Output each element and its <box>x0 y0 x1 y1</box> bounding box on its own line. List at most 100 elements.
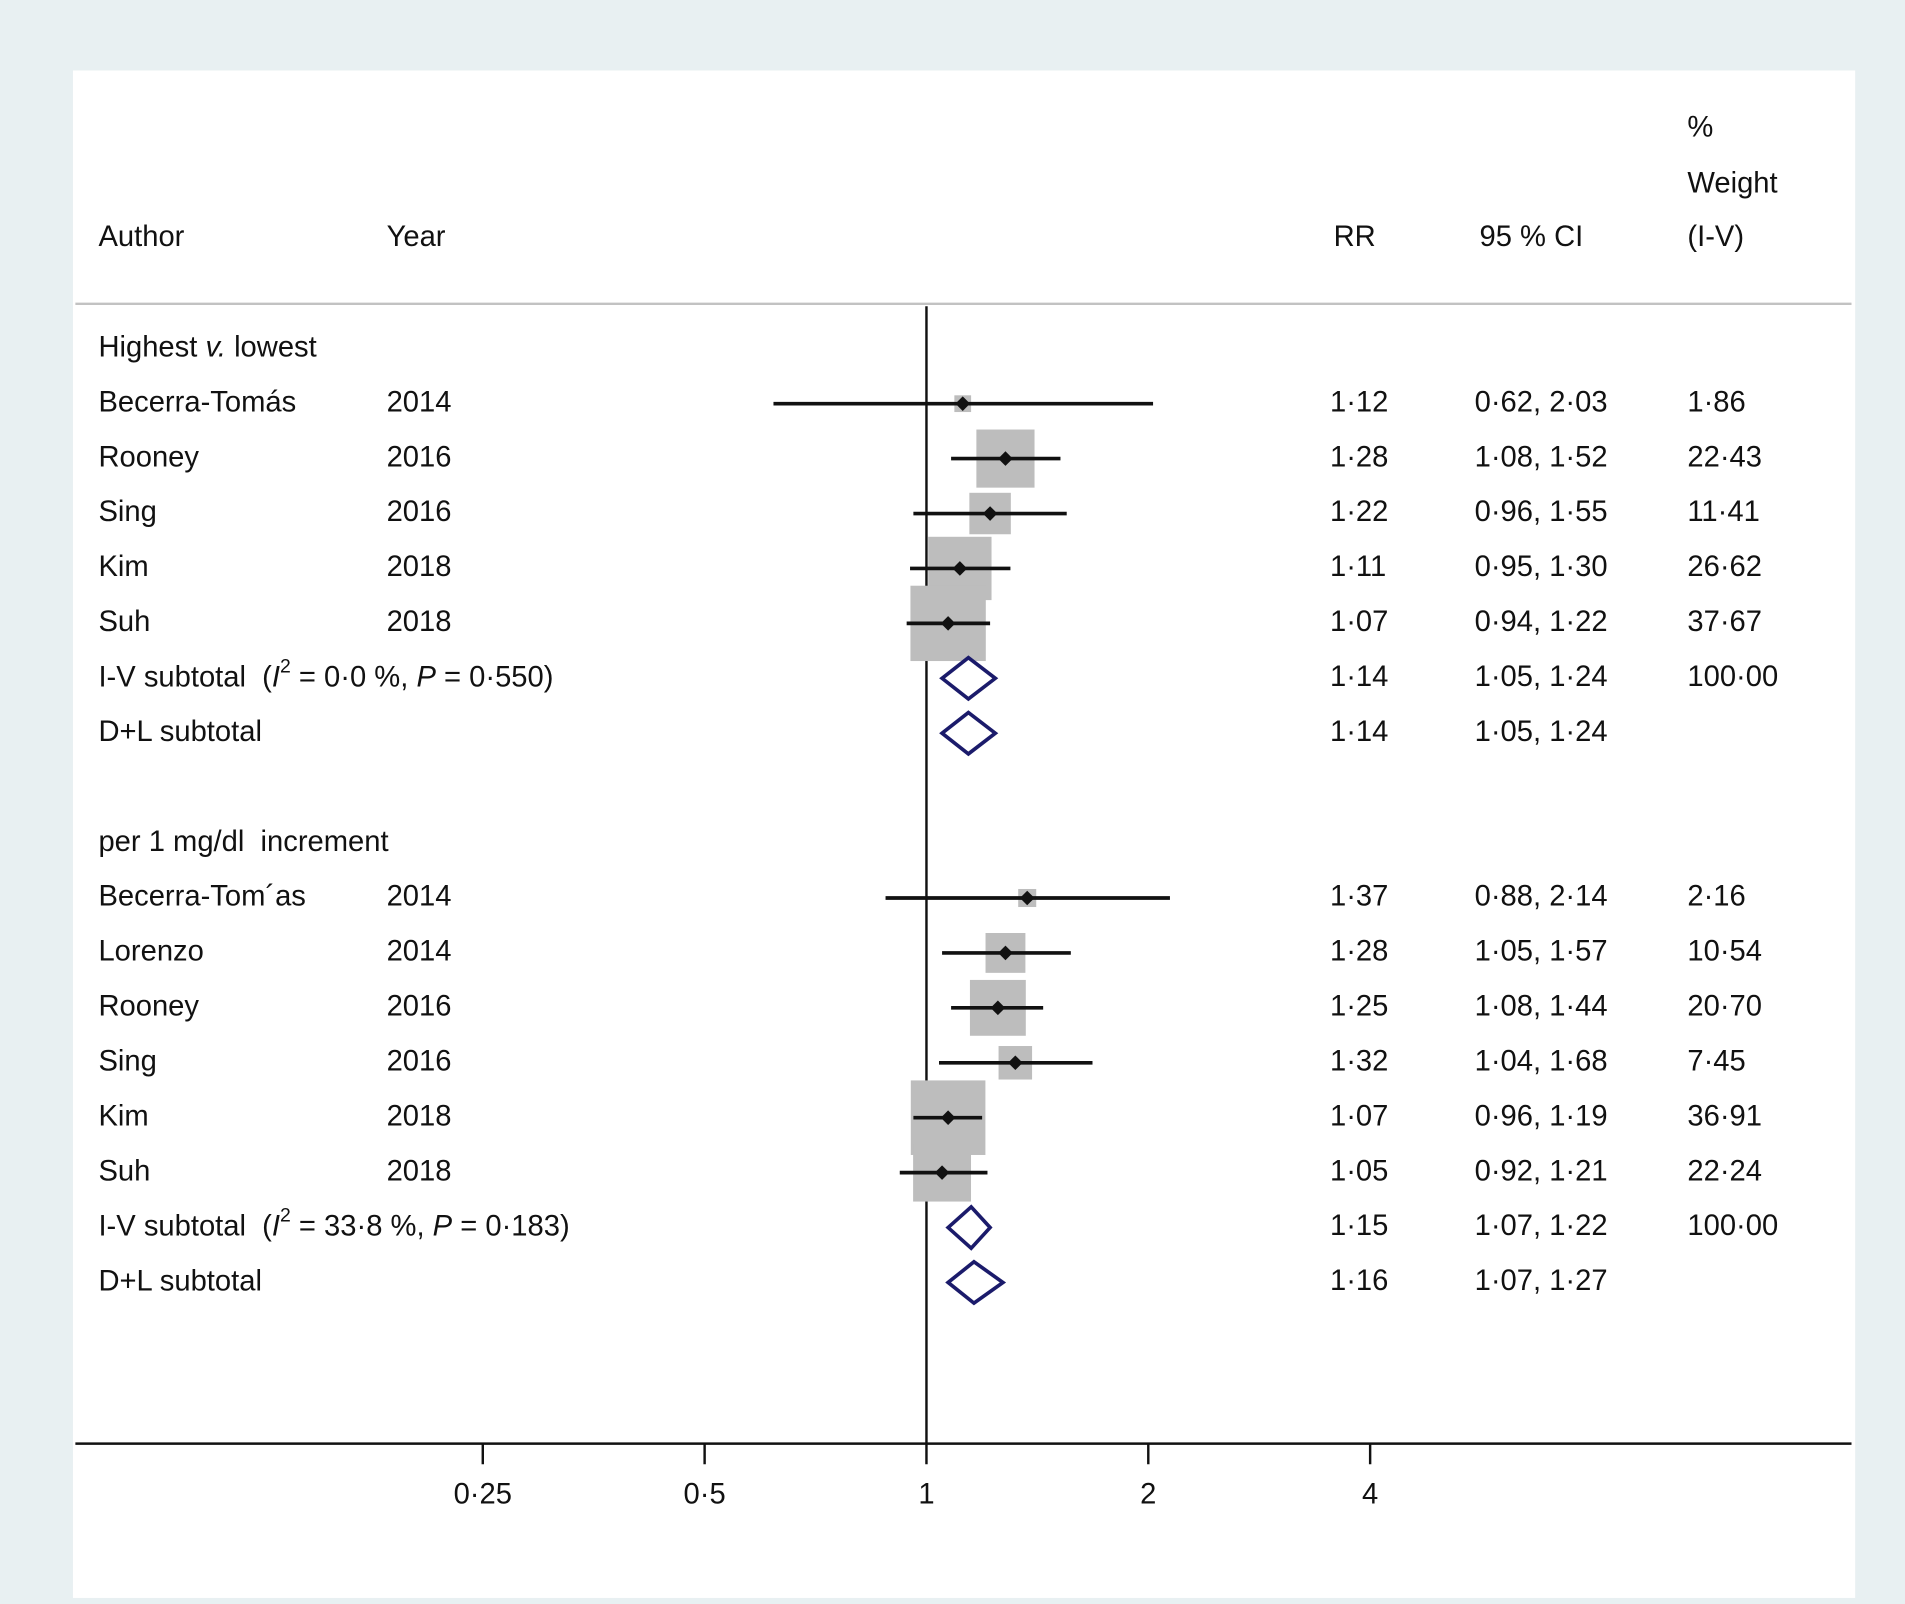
ci-label: 1·05, 1·24 <box>1475 661 1608 693</box>
rr-label: 1·16 <box>1330 1265 1388 1297</box>
year: 2018 <box>387 606 452 638</box>
rr-label: 1·28 <box>1330 936 1388 968</box>
ci-label: 0·62, 2·03 <box>1475 386 1608 418</box>
label-part: I <box>272 1210 280 1242</box>
weight-label: 2·16 <box>1687 881 1745 913</box>
rr-label: 1·11 <box>1330 551 1386 583</box>
rr-label: 1·14 <box>1330 661 1388 693</box>
weight-label: 10·54 <box>1687 936 1762 968</box>
rr-label: 1·14 <box>1330 716 1388 748</box>
weight-label: 20·70 <box>1687 991 1762 1023</box>
author: Sing <box>98 1045 156 1077</box>
subtotal-diamond <box>945 1204 993 1251</box>
label-part: = 33·8 %, <box>291 1210 433 1242</box>
header-weight: % <box>1687 112 1713 144</box>
row-label: I-V subtotal (I2 = 0·0 %, P = 0·550) <box>98 655 553 693</box>
rr-label: 1·07 <box>1330 606 1388 638</box>
label-part: I <box>272 661 280 693</box>
year: 2018 <box>387 1100 452 1132</box>
weight-label: 37·67 <box>1687 606 1762 638</box>
weight-label: 36·91 <box>1687 1100 1762 1132</box>
row-label: D+L subtotal <box>98 716 261 748</box>
point-estimate <box>940 1110 956 1125</box>
x-tick-label: 1 <box>918 1479 934 1511</box>
point-estimate <box>1019 890 1035 906</box>
row-label: D+L subtotal <box>98 1265 261 1297</box>
rr-label: 1·07 <box>1330 1100 1388 1132</box>
weight-label: 22·24 <box>1687 1155 1762 1187</box>
year: 2016 <box>387 1045 452 1077</box>
weight-label: 100·00 <box>1687 1210 1778 1242</box>
plot-background <box>72 70 1856 1598</box>
ci-label: 1·04, 1·68 <box>1475 1045 1608 1077</box>
label-part: D+L subtotal <box>98 716 261 748</box>
row-label: per 1 mg/dl increment <box>98 826 388 858</box>
label-part: I-V subtotal ( <box>98 661 272 693</box>
ci-label: 1·07, 1·22 <box>1475 1210 1608 1242</box>
point-estimate <box>940 616 956 631</box>
ci-label: 1·05, 1·57 <box>1475 936 1608 968</box>
label-part: 2 <box>280 655 291 677</box>
rr-label: 1·05 <box>1330 1155 1388 1187</box>
rr-label: 1·32 <box>1330 1045 1388 1077</box>
author: Rooney <box>98 441 199 473</box>
row-label: I-V subtotal (I2 = 33·8 %, P = 0·183) <box>98 1205 569 1243</box>
label-part: D+L subtotal <box>98 1265 261 1297</box>
ci-label: 0·95, 1·30 <box>1475 551 1608 583</box>
point-estimate <box>952 561 968 576</box>
year: 2016 <box>387 496 452 528</box>
year: 2018 <box>387 1155 452 1187</box>
subtotal-diamond <box>939 710 999 757</box>
label-part: lowest <box>226 331 317 363</box>
weight-label: 11·41 <box>1687 496 1759 528</box>
label-part: = 0·550) <box>436 661 554 693</box>
point-estimate <box>990 1000 1006 1016</box>
weight-label: 22·43 <box>1687 441 1762 473</box>
weight-label: 100·00 <box>1687 661 1778 693</box>
rr-label: 1·37 <box>1330 881 1388 913</box>
label-part: 2 <box>280 1205 291 1227</box>
ci-label: 1·08, 1·44 <box>1475 991 1608 1023</box>
author: Rooney <box>98 991 199 1023</box>
header-ci: 95 % CI <box>1480 221 1584 253</box>
point-estimate <box>934 1165 950 1180</box>
label-part: = 0·0 %, <box>291 661 417 693</box>
ci-label: 0·92, 1·21 <box>1475 1155 1608 1187</box>
year: 2018 <box>387 551 452 583</box>
point-estimate <box>955 396 971 411</box>
label-part: = 0·183) <box>452 1210 570 1242</box>
author: Suh <box>98 606 150 638</box>
x-tick-label: 0·5 <box>684 1479 726 1511</box>
x-tick-label: 4 <box>1362 1479 1378 1511</box>
year: 2014 <box>387 386 452 418</box>
header-year: Year <box>387 221 446 253</box>
x-tick-label: 2 <box>1140 1479 1156 1511</box>
rr-label: 1·12 <box>1330 386 1388 418</box>
label-part: I-V subtotal ( <box>98 1210 272 1242</box>
author: Suh <box>98 1155 150 1187</box>
row-label: Highest v. lowest <box>98 331 316 363</box>
author: Becerra-Tomás <box>98 386 296 418</box>
header-rr: RR <box>1334 221 1376 253</box>
label-part: v. <box>205 331 226 363</box>
weight-label: 7·45 <box>1687 1045 1745 1077</box>
label-part: Highest <box>98 331 205 363</box>
ci-label: 0·94, 1·22 <box>1475 606 1608 638</box>
rr-label: 1·28 <box>1330 441 1388 473</box>
point-estimate <box>998 945 1013 961</box>
author: Kim <box>98 1100 148 1132</box>
ci-label: 0·96, 1·19 <box>1475 1100 1608 1132</box>
author: Becerra-Tom´as <box>98 881 305 913</box>
year: 2016 <box>387 441 452 473</box>
weight-label: 26·62 <box>1687 551 1762 583</box>
ci-label: 1·05, 1·24 <box>1475 716 1608 748</box>
subtotal-diamond <box>939 655 999 702</box>
label-part: P <box>416 661 436 693</box>
ci-label: 0·96, 1·55 <box>1475 496 1608 528</box>
year: 2014 <box>387 881 452 913</box>
header-weight: (I-V) <box>1687 221 1744 253</box>
author: Sing <box>98 496 156 528</box>
ci-label: 1·07, 1·27 <box>1475 1265 1608 1297</box>
